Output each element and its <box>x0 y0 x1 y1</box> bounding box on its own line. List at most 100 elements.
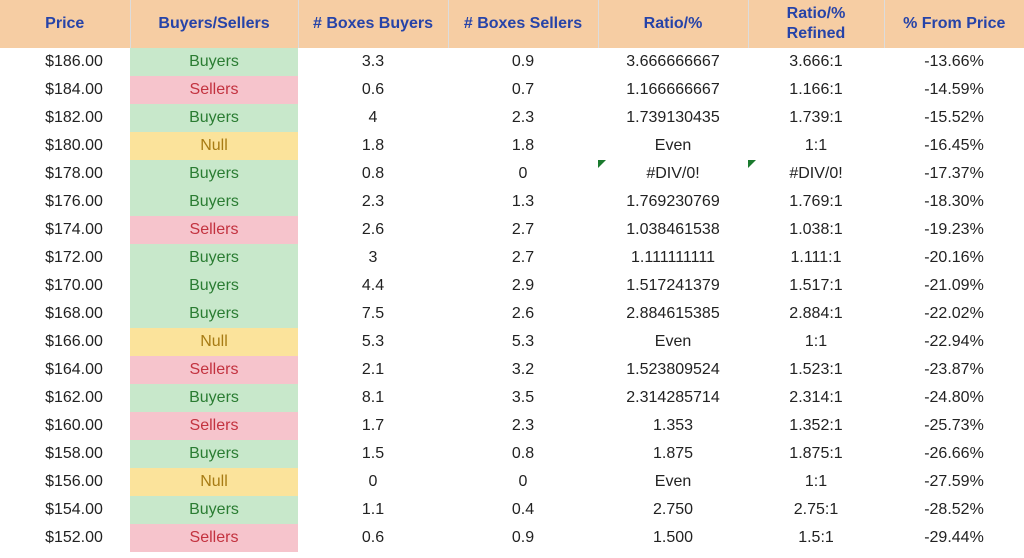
cell-price: $174.00 <box>0 216 130 244</box>
table-row: $178.00Buyers0.80#DIV/0!#DIV/0!-17.37% <box>0 160 1024 188</box>
cell-ratio-refined: 1.769:1 <box>748 188 884 216</box>
cell-ratio: 2.750 <box>598 496 748 524</box>
cell-boxes-buyers: 3 <box>298 244 448 272</box>
cell-boxes-sellers: 0.9 <box>448 524 598 552</box>
cell-boxes-sellers: 3.5 <box>448 384 598 412</box>
cell-boxes-sellers: 5.3 <box>448 328 598 356</box>
cell-ratio-refined: 1.875:1 <box>748 440 884 468</box>
cell-boxes-sellers: 2.6 <box>448 300 598 328</box>
table-row: $168.00Buyers7.52.62.8846153852.884:1-22… <box>0 300 1024 328</box>
cell-ratio-refined: #DIV/0! <box>748 160 884 188</box>
cell-pct-from-price: -17.37% <box>884 160 1024 188</box>
cell-ratio: 1.166666667 <box>598 76 748 104</box>
cell-price: $162.00 <box>0 384 130 412</box>
cell-boxes-buyers: 2.6 <box>298 216 448 244</box>
cell-boxes-buyers: 1.8 <box>298 132 448 160</box>
cell-boxes-buyers: 1.5 <box>298 440 448 468</box>
table-row: $156.00Null00Even1:1-27.59% <box>0 468 1024 496</box>
cell-bs: Sellers <box>130 524 298 552</box>
cell-bs: Buyers <box>130 104 298 132</box>
cell-bs: Null <box>130 328 298 356</box>
cell-bs: Buyers <box>130 160 298 188</box>
cell-boxes-sellers: 0.7 <box>448 76 598 104</box>
cell-ratio-refined: 1.166:1 <box>748 76 884 104</box>
cell-ratio-refined: 1.352:1 <box>748 412 884 440</box>
col-header-ratio-refined-l1: Ratio/% <box>787 5 846 22</box>
table-row: $164.00Sellers2.13.21.5238095241.523:1-2… <box>0 356 1024 384</box>
cell-ratio: Even <box>598 132 748 160</box>
cell-price: $158.00 <box>0 440 130 468</box>
cell-ratio: 1.739130435 <box>598 104 748 132</box>
cell-bs: Sellers <box>130 76 298 104</box>
cell-boxes-buyers: 8.1 <box>298 384 448 412</box>
col-header-boxes-buyers: # Boxes Buyers <box>298 0 448 48</box>
cell-boxes-buyers: 4.4 <box>298 272 448 300</box>
cell-boxes-buyers: 0 <box>298 468 448 496</box>
cell-ratio: 3.666666667 <box>598 48 748 76</box>
cell-boxes-buyers: 0.8 <box>298 160 448 188</box>
cell-boxes-sellers: 1.8 <box>448 132 598 160</box>
col-header-buyers-sellers: Buyers/Sellers <box>130 0 298 48</box>
cell-price: $184.00 <box>0 76 130 104</box>
cell-pct-from-price: -22.02% <box>884 300 1024 328</box>
cell-boxes-sellers: 2.7 <box>448 244 598 272</box>
cell-bs: Null <box>130 132 298 160</box>
table-row: $182.00Buyers42.31.7391304351.739:1-15.5… <box>0 104 1024 132</box>
col-header-ratio-refined: Ratio/% Refined <box>748 0 884 48</box>
cell-bs: Buyers <box>130 48 298 76</box>
cell-pct-from-price: -20.16% <box>884 244 1024 272</box>
col-header-price: Price <box>0 0 130 48</box>
cell-bs: Buyers <box>130 300 298 328</box>
cell-boxes-sellers: 0.9 <box>448 48 598 76</box>
cell-bs: Buyers <box>130 496 298 524</box>
cell-price: $154.00 <box>0 496 130 524</box>
cell-bs: Buyers <box>130 384 298 412</box>
table-row: $172.00Buyers32.71.1111111111.111:1-20.1… <box>0 244 1024 272</box>
cell-boxes-sellers: 1.3 <box>448 188 598 216</box>
cell-ratio: 1.523809524 <box>598 356 748 384</box>
col-header-ratio: Ratio/% <box>598 0 748 48</box>
cell-ratio-refined: 1.523:1 <box>748 356 884 384</box>
table-row: $170.00Buyers4.42.91.5172413791.517:1-21… <box>0 272 1024 300</box>
cell-boxes-buyers: 5.3 <box>298 328 448 356</box>
cell-price: $182.00 <box>0 104 130 132</box>
cell-pct-from-price: -16.45% <box>884 132 1024 160</box>
cell-boxes-buyers: 4 <box>298 104 448 132</box>
cell-boxes-sellers: 0 <box>448 160 598 188</box>
cell-pct-from-price: -14.59% <box>884 76 1024 104</box>
cell-boxes-buyers: 0.6 <box>298 76 448 104</box>
table-row: $166.00Null5.35.3Even1:1-22.94% <box>0 328 1024 356</box>
cell-ratio-refined: 2.314:1 <box>748 384 884 412</box>
table-row: $174.00Sellers2.62.71.0384615381.038:1-1… <box>0 216 1024 244</box>
table-row: $160.00Sellers1.72.31.3531.352:1-25.73% <box>0 412 1024 440</box>
cell-boxes-sellers: 0 <box>448 468 598 496</box>
cell-pct-from-price: -27.59% <box>884 468 1024 496</box>
cell-boxes-buyers: 7.5 <box>298 300 448 328</box>
cell-price: $176.00 <box>0 188 130 216</box>
cell-price: $166.00 <box>0 328 130 356</box>
cell-bs: Buyers <box>130 244 298 272</box>
cell-bs: Sellers <box>130 216 298 244</box>
cell-price: $156.00 <box>0 468 130 496</box>
cell-bs: Sellers <box>130 356 298 384</box>
cell-bs: Sellers <box>130 412 298 440</box>
cell-boxes-sellers: 0.8 <box>448 440 598 468</box>
cell-price: $178.00 <box>0 160 130 188</box>
cell-boxes-buyers: 2.1 <box>298 356 448 384</box>
cell-ratio-refined: 1:1 <box>748 328 884 356</box>
table-row: $154.00Buyers1.10.42.7502.75:1-28.52% <box>0 496 1024 524</box>
cell-ratio-refined: 2.884:1 <box>748 300 884 328</box>
cell-boxes-sellers: 0.4 <box>448 496 598 524</box>
cell-boxes-buyers: 3.3 <box>298 48 448 76</box>
cell-ratio: 1.769230769 <box>598 188 748 216</box>
cell-ratio: 1.517241379 <box>598 272 748 300</box>
cell-ratio-refined: 1.5:1 <box>748 524 884 552</box>
table-row: $184.00Sellers0.60.71.1666666671.166:1-1… <box>0 76 1024 104</box>
cell-ratio-refined: 1:1 <box>748 468 884 496</box>
cell-ratio: 1.038461538 <box>598 216 748 244</box>
col-header-boxes-sellers: # Boxes Sellers <box>448 0 598 48</box>
cell-ratio: 1.500 <box>598 524 748 552</box>
error-flag-icon <box>748 160 756 168</box>
cell-boxes-buyers: 1.7 <box>298 412 448 440</box>
cell-ratio-refined: 1.517:1 <box>748 272 884 300</box>
